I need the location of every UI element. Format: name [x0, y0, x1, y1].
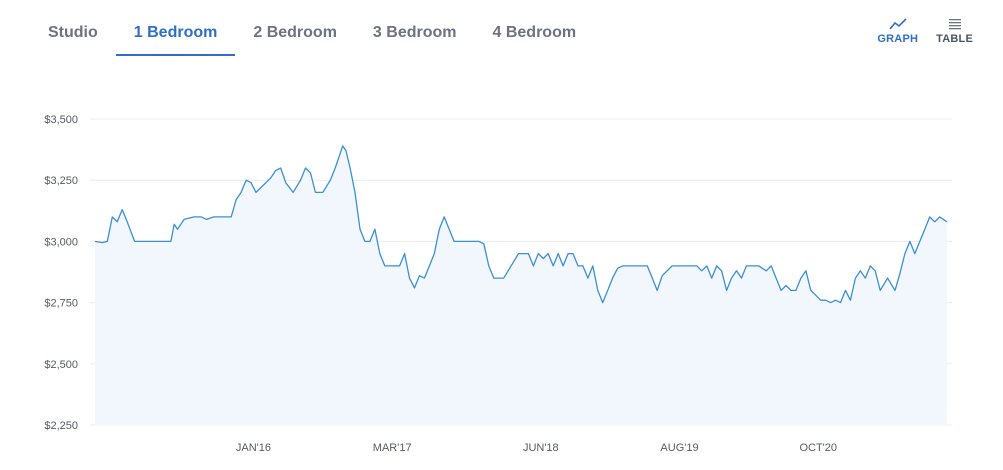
x-tick-label: AUG'19	[660, 442, 698, 454]
x-axis-labels: JAN'16 MAR'17 JUN'18 AUG'19 OCT'20	[236, 442, 837, 454]
y-tick-label: $2,500	[44, 359, 78, 371]
line-chart-icon	[889, 18, 907, 30]
tab-4-bedroom[interactable]: 4 Bedroom	[492, 24, 577, 41]
y-tick-label: $2,250	[44, 420, 78, 432]
bedroom-tabs: Studio 1 Bedroom 2 Bedroom 3 Bedroom 4 B…	[30, 0, 594, 58]
price-series-line	[94, 145, 948, 304]
table-view-label: TABLE	[936, 33, 973, 45]
graph-view-button[interactable]: GRAPH	[877, 18, 918, 45]
y-axis-labels: $2,250 $2,500 $2,750 $3,000 $3,250 $3,500	[44, 114, 78, 432]
tab-3-bedroom[interactable]: 3 Bedroom	[372, 24, 457, 41]
table-icon	[948, 19, 961, 30]
tab-2-bedroom[interactable]: 2 Bedroom	[253, 24, 337, 41]
view-toggle: GRAPH TABLE	[877, 18, 973, 45]
y-tick-label: $2,750	[44, 298, 78, 310]
x-tick-label: MAR'17	[373, 442, 412, 454]
price-area-fill	[95, 145, 947, 425]
y-tick-label: $3,250	[44, 175, 78, 187]
table-view-button[interactable]: TABLE	[936, 18, 973, 45]
x-tick-label: OCT'20	[799, 442, 837, 454]
x-tick-label: JAN'16	[236, 442, 271, 454]
x-tick-label: JUN'18	[523, 442, 559, 454]
y-tick-label: $3,500	[44, 114, 78, 126]
tab-studio[interactable]: Studio	[48, 24, 98, 41]
y-tick-label: $3,000	[44, 236, 78, 248]
graph-view-label: GRAPH	[877, 33, 919, 45]
tab-1-bedroom[interactable]: 1 Bedroom	[115, 0, 236, 58]
